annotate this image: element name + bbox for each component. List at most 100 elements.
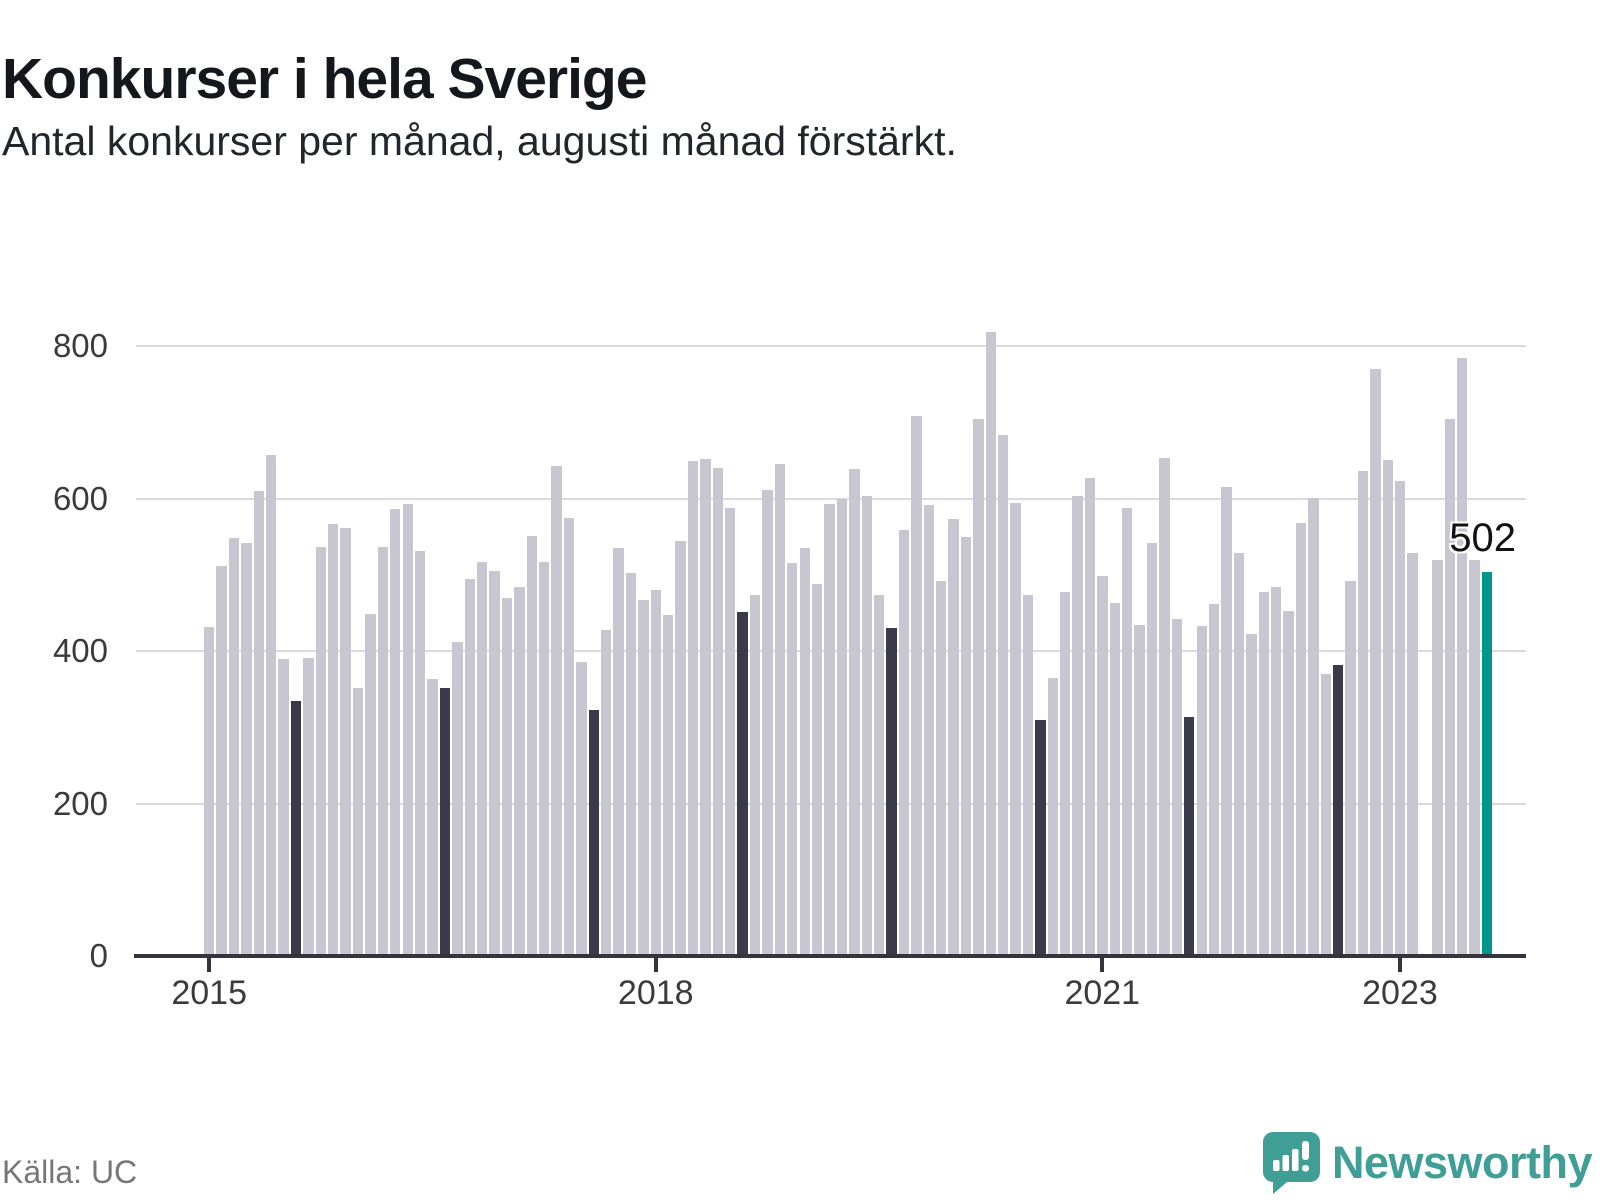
- bar-slot-2019-03: [823, 297, 835, 955]
- bar-2021-08: [1184, 717, 1195, 955]
- bar-slot-2017-06: [563, 297, 575, 955]
- bar-2019-10: [911, 416, 922, 955]
- x-tick-2015: [207, 958, 212, 972]
- bar-slot-2015-08: [290, 297, 302, 955]
- bar-slot-2023-04: [1431, 297, 1443, 955]
- bar-2018-05: [700, 459, 711, 955]
- bar-2021-03: [1122, 508, 1133, 955]
- bar-slot-2018-05: [699, 297, 711, 955]
- y-tick-label-400: 400: [52, 632, 108, 670]
- bar-2020-12: [1084, 478, 1096, 955]
- gridline-800: [136, 345, 1526, 348]
- bar-series: [203, 297, 1493, 955]
- bar-2017-04: [538, 562, 550, 955]
- bar-2023-01: [1395, 481, 1406, 955]
- bar-slot-2023-02: [1406, 297, 1418, 955]
- bar-slot-2015-07: [277, 297, 289, 955]
- bar-slot-2022-02: [1258, 297, 1270, 955]
- bar-slot-2017-04: [538, 297, 550, 955]
- bar-slot-2017-03: [526, 297, 538, 955]
- bar-slot-2018-06: [712, 297, 724, 955]
- bar-2023-04: [1432, 560, 1443, 955]
- bar-slot-2019-05: [848, 297, 860, 955]
- bar-2016-07: [427, 679, 438, 955]
- bar-2018-01: [650, 590, 662, 955]
- bar-slot-2022-08: [1332, 297, 1344, 955]
- bar-2015-04: [241, 543, 252, 955]
- gridline-600: [136, 497, 1526, 500]
- bar-slot-2017-02: [513, 297, 525, 955]
- bar-slot-2015-05: [253, 297, 265, 955]
- bar-2015-08: [290, 701, 302, 955]
- bar-slot-2020-06: [1009, 297, 1021, 955]
- bar-slot-2023-01: [1394, 297, 1406, 955]
- bar-2016-05: [402, 504, 413, 955]
- bar-2018-03: [675, 541, 686, 955]
- bar-slot-2015-01: [203, 297, 215, 955]
- source-note: Källa: UC: [2, 1154, 138, 1190]
- bar-slot-2020-11: [1071, 297, 1083, 955]
- bar-slot-2019-12: [935, 297, 947, 955]
- x-axis-line: [134, 954, 1526, 958]
- bar-slot-2017-09: [600, 297, 612, 955]
- bar-2016-09: [452, 642, 463, 955]
- bar-slot-2015-03: [228, 297, 240, 955]
- bar-slot-2015-10: [315, 297, 327, 955]
- bar-slot-2020-10: [1059, 297, 1071, 955]
- bar-2020-06: [1010, 503, 1021, 955]
- bar-slot-2016-11: [476, 297, 488, 955]
- bar-slot-2021-11: [1220, 297, 1232, 955]
- bar-2015-12: [340, 528, 351, 955]
- bar-2016-11: [476, 562, 488, 955]
- bar-2016-01: [352, 688, 364, 955]
- bar-2016-08: [439, 688, 451, 955]
- bar-slot-2022-09: [1344, 297, 1356, 955]
- bar-slot-2016-06: [414, 297, 426, 955]
- bar-slot-2022-03: [1270, 297, 1282, 955]
- bar-slot-2023-05: [1444, 297, 1456, 955]
- bar-2017-06: [563, 518, 575, 955]
- bar-2022-11: [1370, 369, 1381, 955]
- bar-2017-03: [526, 536, 537, 955]
- bar-slot-2019-08: [885, 297, 897, 955]
- bar-slot-2022-01: [1245, 297, 1257, 955]
- chart-subtitle: Antal konkurser per månad, augusti månad…: [2, 118, 957, 164]
- bar-2018-10: [762, 490, 773, 955]
- bar-slot-2022-07: [1320, 297, 1332, 955]
- bar-2015-01: [204, 627, 215, 955]
- bar-slot-2019-07: [873, 297, 885, 955]
- bar-slot-2017-10: [612, 297, 624, 955]
- bar-2020-03: [973, 419, 984, 955]
- y-tick-label-200: 200: [52, 784, 108, 822]
- bar-2019-04: [836, 499, 848, 955]
- bar-slot-2018-10: [761, 297, 773, 955]
- bar-slot-2018-03: [674, 297, 686, 955]
- bar-slot-2016-08: [439, 297, 451, 955]
- bar-slot-2022-06: [1307, 297, 1319, 955]
- bar-2019-09: [898, 530, 910, 955]
- bar-2015-06: [266, 455, 277, 955]
- bar-slot-2022-10: [1357, 297, 1369, 955]
- bar-2021-10: [1208, 604, 1220, 955]
- bar-2015-07: [278, 659, 289, 955]
- bar-2021-09: [1196, 626, 1207, 955]
- bar-2017-10: [613, 548, 624, 955]
- bar-2020-07: [1022, 595, 1034, 955]
- bar-slot-2017-11: [625, 297, 637, 955]
- bar-slot-2020-09: [1047, 297, 1059, 955]
- bar-slot-2019-01: [799, 297, 811, 955]
- bar-slot-2015-11: [327, 297, 339, 955]
- bar-2023-08: [1481, 572, 1493, 955]
- bar-slot-2020-04: [985, 297, 997, 955]
- bar-2023-05: [1444, 419, 1456, 955]
- bar-2015-05: [253, 491, 265, 955]
- bar-2017-12: [638, 600, 649, 955]
- bar-slot-2021-08: [1183, 297, 1195, 955]
- bar-slot-2019-06: [861, 297, 873, 955]
- bar-2022-06: [1308, 498, 1319, 955]
- bar-slot-2019-11: [923, 297, 935, 955]
- x-tick-2023: [1397, 958, 1402, 972]
- bar-slot-2017-07: [575, 297, 587, 955]
- bar-slot-2022-05: [1295, 297, 1307, 955]
- bar-2016-03: [377, 547, 389, 955]
